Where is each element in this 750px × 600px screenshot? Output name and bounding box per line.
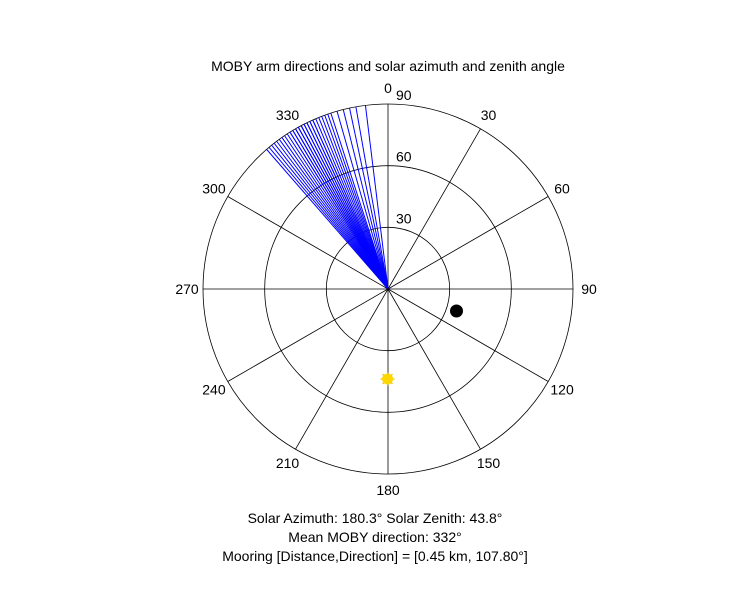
spoke-150 [387,288,481,450]
arm-line [355,106,389,290]
spoke-210 [295,288,389,450]
arm-line [286,133,389,290]
arm-line [292,130,389,290]
arm-line [278,139,389,290]
arm-line [297,126,389,290]
arm-line [271,144,389,290]
arm-line [330,112,389,290]
arm-line [303,123,389,290]
ring-30 [325,226,451,352]
ring-60 [264,165,512,413]
theta-label-330: 330 [276,107,300,123]
r-label-30: 30 [396,210,412,226]
spoke-300 [227,196,389,290]
arm-line [284,135,389,290]
arm-line [321,116,389,290]
theta-label-210: 210 [276,455,300,471]
theta-label-150: 150 [477,455,501,471]
theta-label-300: 300 [202,181,226,197]
theta-label-60: 60 [554,181,570,197]
mean-direction-caption: Mean MOBY direction: 332° [288,529,462,545]
r-label-60: 60 [396,149,412,165]
spoke-30 [387,128,481,290]
ring-90 [202,103,574,475]
spoke-120 [387,288,549,382]
arm-line [309,121,389,290]
chart-title: MOBY arm directions and solar azimuth an… [211,58,565,74]
arm-line [281,137,389,290]
theta-label-240: 240 [202,382,226,398]
arm-line [336,111,389,290]
axis-labels: 0 30 60 90 120 150 180 210 240 270 300 330 30 60 90 [175,80,597,498]
spoke-240 [227,288,389,382]
arm-line [273,142,389,290]
theta-label-30: 30 [481,107,497,123]
arm-line [266,149,389,290]
arm-line [268,146,389,290]
arm-line [364,105,389,290]
mooring-marker [450,304,463,318]
arm-line [342,109,389,290]
theta-label-90: 90 [581,281,597,297]
arm-line [312,119,389,290]
arm-line [300,125,389,290]
solar-caption: Solar Azimuth: 180.3° Solar Zenith: 43.8… [247,510,503,526]
theta-label-270: 270 [175,281,199,297]
arm-line [295,128,389,290]
theta-label-0: 0 [384,80,392,96]
theta-label-180: 180 [376,482,400,498]
arm-line [289,131,389,290]
moby-arm-lines [266,105,389,290]
sun-disc [382,373,394,385]
markers [380,304,463,387]
mooring-caption: Mooring [Distance,Direction] = [0.45 km,… [222,548,528,564]
theta-label-120: 120 [550,382,574,398]
arm-line [327,113,389,290]
arm-line [318,117,389,290]
arm-line [324,114,389,290]
spoke-60 [387,196,549,290]
arm-line [315,118,389,290]
sun-marker [380,372,395,387]
arm-line [306,122,389,290]
arm-line [349,107,389,290]
r-label-90: 90 [396,87,412,103]
arm-line [276,140,389,290]
